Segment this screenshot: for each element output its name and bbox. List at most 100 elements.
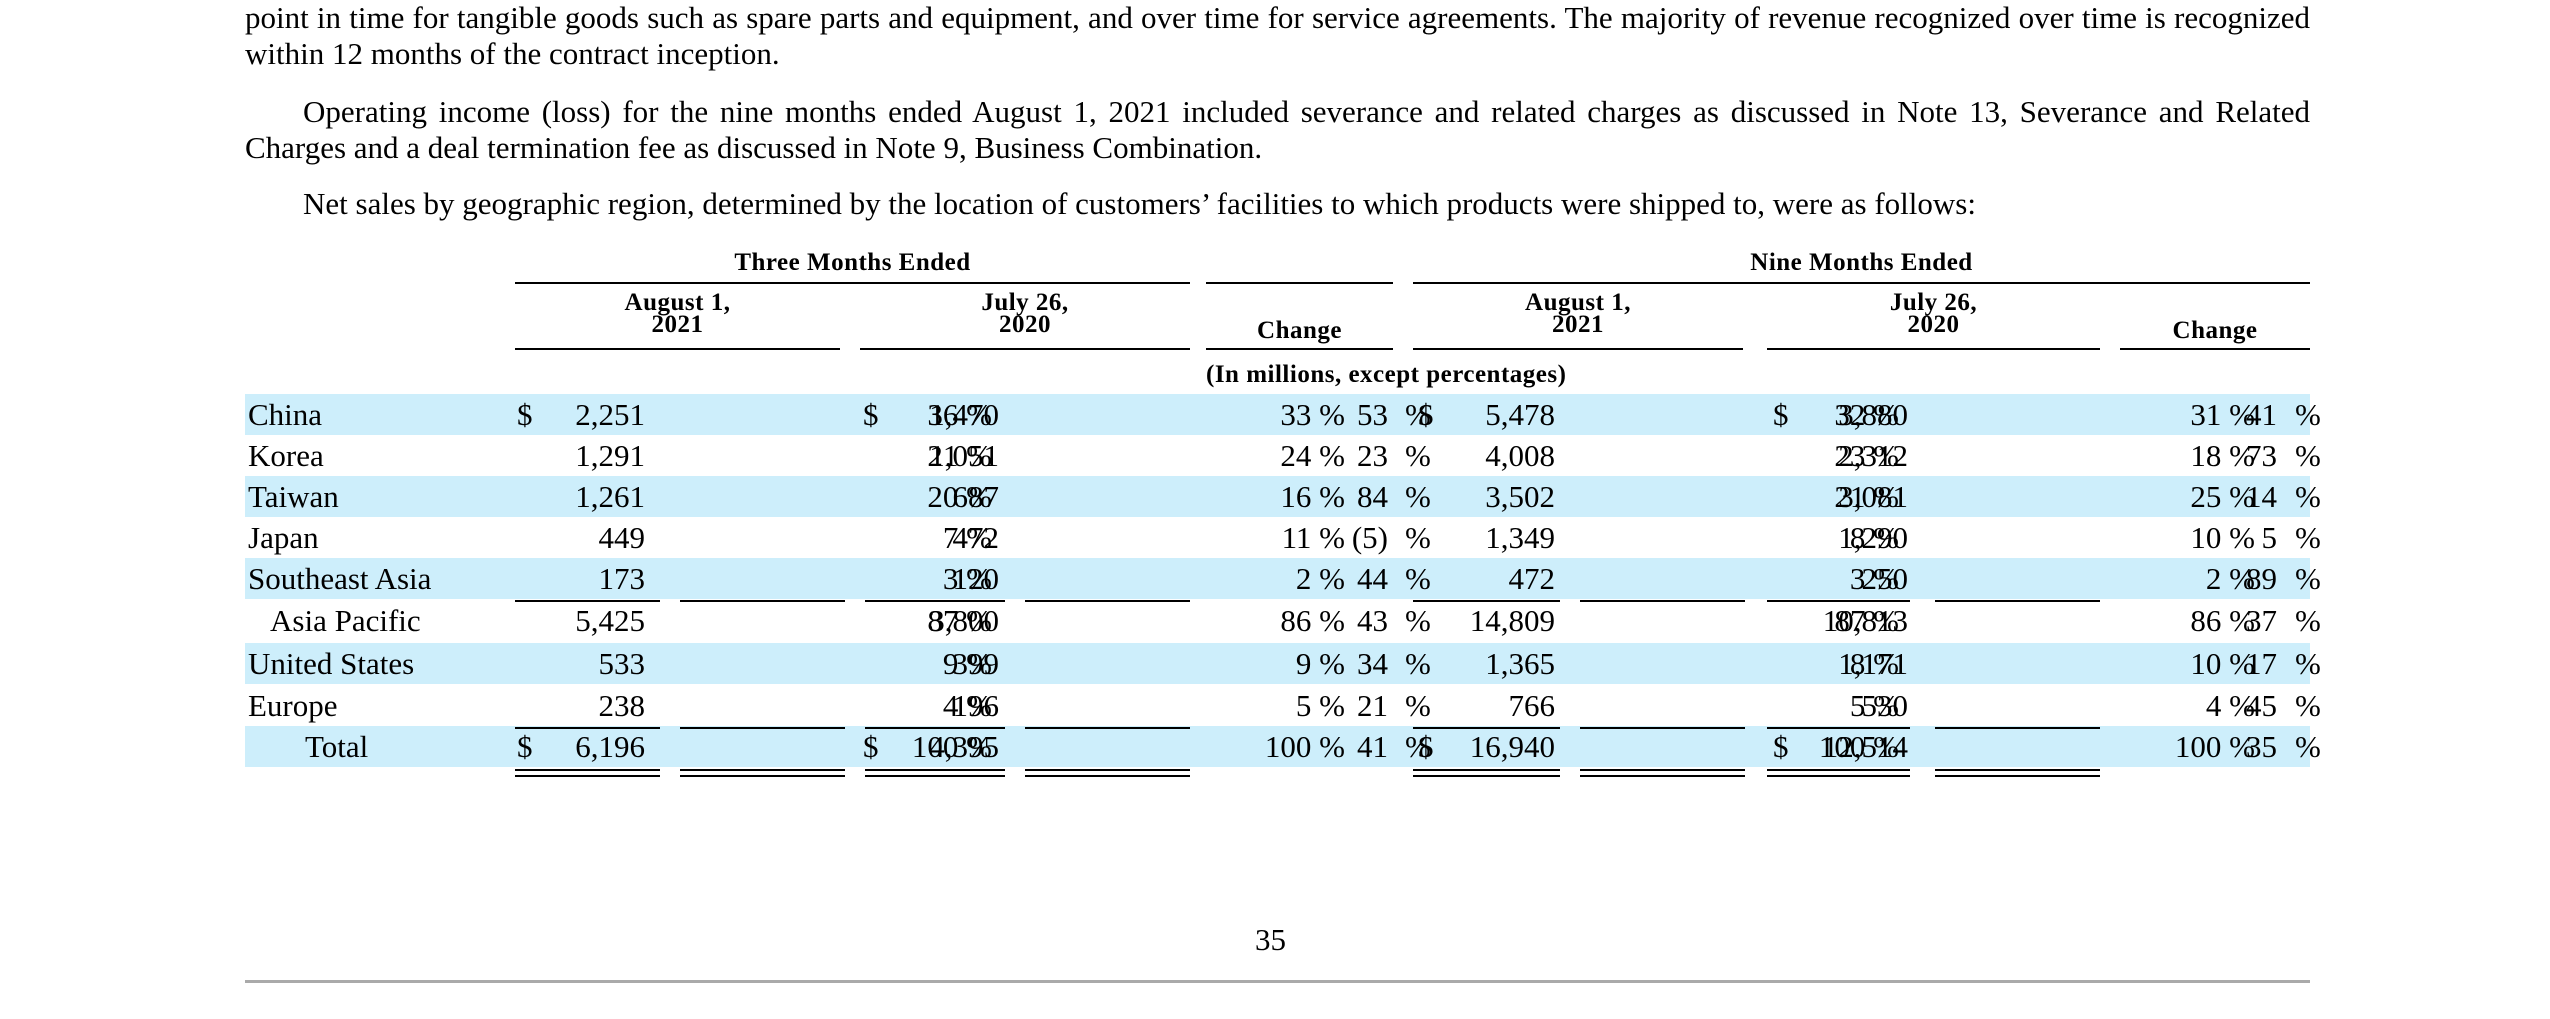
row-label: China [248,397,323,432]
currency-symbol: $ [1418,729,1434,764]
n-2020-value: 1,290 [1838,520,1908,555]
q-2020-value: 399 [952,646,1000,681]
n-2020-percent: 10 % [2190,520,2255,555]
currency-symbol: $ [863,729,879,764]
currency-symbol: $ [863,397,879,432]
geographic-intro-paragraph: Net sales by geographic region, determin… [303,186,1976,221]
n-change-percent-sign: % [2295,688,2321,723]
n-2020-value: 10,813 [1822,603,1908,638]
q-change-value: 34 [1357,646,1388,681]
q-2020-percent: 16 % [1280,479,1345,514]
q-2020-value: 196 [952,688,1000,723]
q-2021-percent: 3 % [942,561,992,596]
n-2021-percent: 100 % [1818,729,1899,764]
row-label: Southeast Asia [248,561,432,596]
n-change-percent-sign: % [2295,520,2321,555]
n-change-value: 37 [2246,603,2277,638]
n-2020-value: 1,171 [1838,646,1908,681]
operating-income-paragraph: Operating income (loss) for the nine mon… [245,94,2310,165]
n-2021-value: 14,809 [1469,603,1555,638]
q-2021-percent: 9 % [942,646,992,681]
q-change-percent-sign: % [1405,520,1431,555]
n-2021-value: 4,008 [1485,438,1555,473]
n-change-value: 35 [2246,729,2277,764]
currency-symbol: $ [1773,729,1789,764]
n-change-percent-sign: % [2295,603,2321,638]
n-change-value: 41 [2246,397,2277,432]
col-header-jul-2020-q: July 26, 2020 [981,289,1069,338]
currency-symbol: $ [1773,397,1789,432]
n-change-value: 5 [2261,520,2278,555]
n-change-value: 17 [2246,646,2277,681]
n-change-value: 89 [2246,561,2277,596]
q-change-percent-sign: % [1405,438,1431,473]
q-change-value: (5) [1351,520,1388,555]
n-2020-percent: 2 % [2205,561,2255,596]
n-2021-percent: 8 % [1849,646,1899,681]
row-label: Total [305,729,369,764]
q-change-percent-sign: % [1405,561,1431,596]
table-row: China $ $ $ $2,251 36 % 1,470 33 % 53% 5,478 32 % 3… [245,394,2321,435]
n-2021-percent: 23 % [1834,438,1899,473]
n-2020-percent: 100 % [2174,729,2255,764]
page-number: 35 [1255,922,1286,957]
row-label: Korea [248,438,324,473]
q-change-percent-sign: % [1405,397,1431,432]
row-label: Europe [248,688,338,723]
n-2021-value: 472 [1508,561,1556,596]
q-2021-value: 1,291 [575,438,645,473]
n-change-percent-sign: % [2295,438,2321,473]
col-header-aug-2021-n: August 1, 2021 [1525,289,1631,338]
col-header-change-n: Change [2172,317,2258,344]
table-row: Taiwan 1,261 20 % 687 16 % 84% 3,502 21 % 3,081 2… [245,476,2321,517]
n-2021-value: 16,940 [1469,729,1555,764]
row-label: Taiwan [248,479,339,514]
q-change-value: 53 [1357,397,1388,432]
n-2021-percent: 21 % [1834,479,1899,514]
table-row: Southeast Asia 173 3 % 120 2 % 44% 472 3 % 250 2 … [245,558,2321,599]
n-change-percent-sign: % [2295,561,2321,596]
n-change-percent-sign: % [2295,729,2321,764]
n-2021-percent: 3 % [1849,561,1899,596]
intro-paragraph: point in time for tangible goods such as… [245,0,2310,71]
n-2020-value: 12,514 [1822,729,1908,764]
q-2021-value: 449 [598,520,646,555]
q-2021-value: 6,196 [575,729,645,764]
q-2021-percent: 20 % [927,479,992,514]
q-2021-value: 173 [598,561,646,596]
n-2021-percent: 32 % [1834,397,1899,432]
q-2020-value: 1,051 [929,438,999,473]
q-change-value: 43 [1357,603,1388,638]
q-2020-value: 3,800 [929,603,999,638]
currency-symbol: $ [517,729,533,764]
q-2021-percent: 7 % [942,520,992,555]
nine-months-header: Nine Months Ended [1750,249,1973,276]
q-2021-percent: 36 % [927,397,992,432]
q-2021-percent: 87 % [927,603,992,638]
q-2021-value: 1,261 [575,479,645,514]
q-change-value: 84 [1357,479,1388,514]
q-change-value: 21 [1357,688,1388,723]
row-label: United States [248,646,415,681]
n-2020-percent: 4 % [2205,688,2255,723]
q-2020-percent: 24 % [1280,438,1345,473]
q-2021-percent: 100 % [911,729,992,764]
currency-symbol: $ [1418,397,1434,432]
row-label: Asia Pacific [270,603,421,638]
n-2020-percent: 86 % [2190,603,2255,638]
n-2020-value: 530 [1861,688,1909,723]
n-2021-value: 1,365 [1485,646,1555,681]
page-footer-rule [245,980,2310,983]
q-change-percent-sign: % [1405,729,1431,764]
q-2020-value: 1,470 [929,397,999,432]
q-change-value: 41 [1357,729,1388,764]
table-row: Korea 1,291 21 % 1,051 24 % 23% 4,008 23 % 2,312… [245,435,2321,476]
q-2020-value: 472 [952,520,1000,555]
n-2020-value: 3,081 [1838,479,1908,514]
q-2020-value: 120 [952,561,1000,596]
n-2020-percent: 25 % [2190,479,2255,514]
q-2021-value: 238 [598,688,646,723]
table-row: Japan 449 7 % 472 11 % (5)% 1,349 8 % 1,290 10 % 5… [245,517,2321,558]
q-change-percent-sign: % [1405,479,1431,514]
q-change-percent-sign: % [1405,688,1431,723]
